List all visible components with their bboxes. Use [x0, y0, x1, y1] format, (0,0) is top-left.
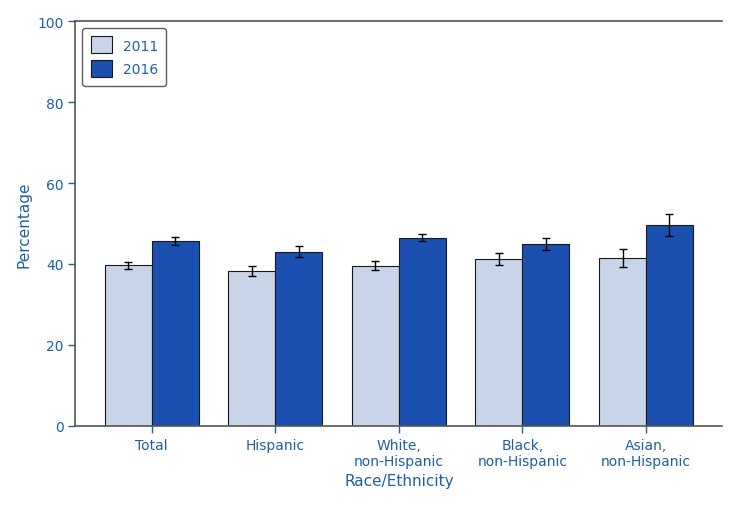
X-axis label: Race/Ethnicity: Race/Ethnicity: [344, 473, 454, 488]
Bar: [646, 226, 693, 426]
Y-axis label: Percentage: Percentage: [17, 181, 32, 267]
Bar: [151, 241, 199, 426]
Legend: 2011, 2016: 2011, 2016: [82, 29, 166, 86]
Bar: [276, 252, 322, 426]
Bar: [105, 266, 151, 426]
Bar: [522, 244, 569, 426]
Bar: [352, 266, 399, 426]
Bar: [599, 259, 646, 426]
Bar: [475, 260, 522, 426]
Bar: [399, 238, 446, 426]
Bar: [228, 271, 276, 426]
